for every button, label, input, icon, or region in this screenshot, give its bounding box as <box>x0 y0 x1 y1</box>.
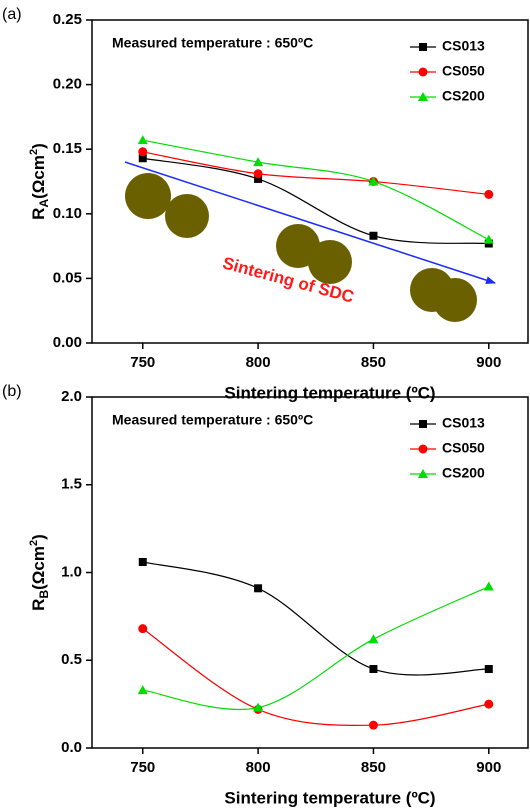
y-axis-label: RA(Ωcm2) <box>28 143 51 220</box>
marker-circle <box>368 720 378 730</box>
y-tick-label: 1.5 <box>61 476 82 493</box>
legend-label: CS050 <box>442 63 485 79</box>
y-tick-label: 0.5 <box>61 651 82 668</box>
marker-triangle <box>137 135 148 145</box>
y-tick-label: 0.15 <box>53 140 82 157</box>
y-axis-label-part: A <box>37 199 51 208</box>
series-line <box>142 585 490 711</box>
y-axis-label-part: B <box>37 590 51 599</box>
y-axis-label-part: ) <box>29 534 48 540</box>
marker-square <box>484 665 493 674</box>
marker-circle <box>138 147 148 157</box>
x-tick-label: 800 <box>246 354 271 371</box>
series-line <box>142 628 489 727</box>
legend-label: CS013 <box>442 38 485 54</box>
annotation: Measured temperature : 650ºC <box>112 412 313 428</box>
marker-square <box>138 154 147 163</box>
marker-triangle <box>137 685 148 695</box>
y-tick-label: 2.0 <box>61 388 82 405</box>
marker-square <box>419 420 427 428</box>
y-tick-label: 0.10 <box>53 205 82 222</box>
marker-circle <box>418 444 428 454</box>
y-axis-label-part: 2 <box>28 149 40 155</box>
marker-triangle <box>253 157 264 167</box>
marker-square <box>254 174 263 183</box>
y-axis-label: RB(Ωcm2) <box>28 534 51 611</box>
x-tick-label: 800 <box>246 759 271 776</box>
marker-circle <box>418 67 428 77</box>
y-tick-label: 0.05 <box>53 269 82 286</box>
y-tick-label: 0.20 <box>53 76 82 93</box>
marker-circle <box>253 169 263 179</box>
marker-triangle <box>418 469 428 478</box>
x-tick-label: 900 <box>476 759 501 776</box>
y-axis-label-part: R <box>29 599 48 611</box>
series-line <box>142 151 489 196</box>
y-axis-label-part: (Ωcm <box>29 155 48 199</box>
legend-label: CS013 <box>442 415 485 431</box>
x-tick-label: 900 <box>476 354 501 371</box>
marker-triangle <box>483 581 494 591</box>
marker-triangle <box>368 634 379 644</box>
y-tick-label: 0.0 <box>61 739 82 756</box>
marker-triangle <box>483 234 494 244</box>
marker-circle <box>484 699 494 709</box>
series-line <box>142 157 489 245</box>
marker-square <box>254 584 263 593</box>
x-axis-label: Sintering temperature (ºC) <box>224 788 435 807</box>
x-tick-label: 750 <box>130 354 155 371</box>
marker-circle <box>484 189 494 199</box>
y-axis-label-part: (Ωcm <box>29 546 48 590</box>
y-tick-label: 0.00 <box>53 334 82 351</box>
x-tick-label: 850 <box>361 354 386 371</box>
marker-square <box>419 43 427 51</box>
y-axis-label-part: 2 <box>28 540 40 546</box>
marker-square <box>369 231 378 240</box>
x-tick-label: 750 <box>130 759 155 776</box>
legend-label: CS200 <box>442 88 485 104</box>
y-tick-label: 1.0 <box>61 563 82 580</box>
panel-label: (b) <box>2 383 22 400</box>
y-tick-label: 0.25 <box>53 11 82 28</box>
marker-square <box>369 665 378 674</box>
panel-label: (a) <box>2 6 22 23</box>
particles <box>125 173 477 322</box>
marker-triangle <box>368 176 379 186</box>
marker-square <box>138 557 147 566</box>
legend-label: CS050 <box>442 440 485 456</box>
marker-triangle <box>418 92 428 101</box>
series-line <box>142 561 489 676</box>
marker-triangle <box>253 702 264 712</box>
annotation: Measured temperature : 650ºC <box>112 35 313 51</box>
plot-frame <box>91 19 529 344</box>
trend-arrow <box>124 161 496 285</box>
y-axis-label-part: R <box>29 208 48 220</box>
series-line <box>142 139 490 241</box>
y-axis-label-part: ) <box>29 143 48 149</box>
x-tick-label: 850 <box>361 759 386 776</box>
legend-label: CS200 <box>442 465 485 481</box>
marker-circle <box>138 624 148 634</box>
x-axis-label: Sintering temperature (ºC) <box>224 383 435 402</box>
